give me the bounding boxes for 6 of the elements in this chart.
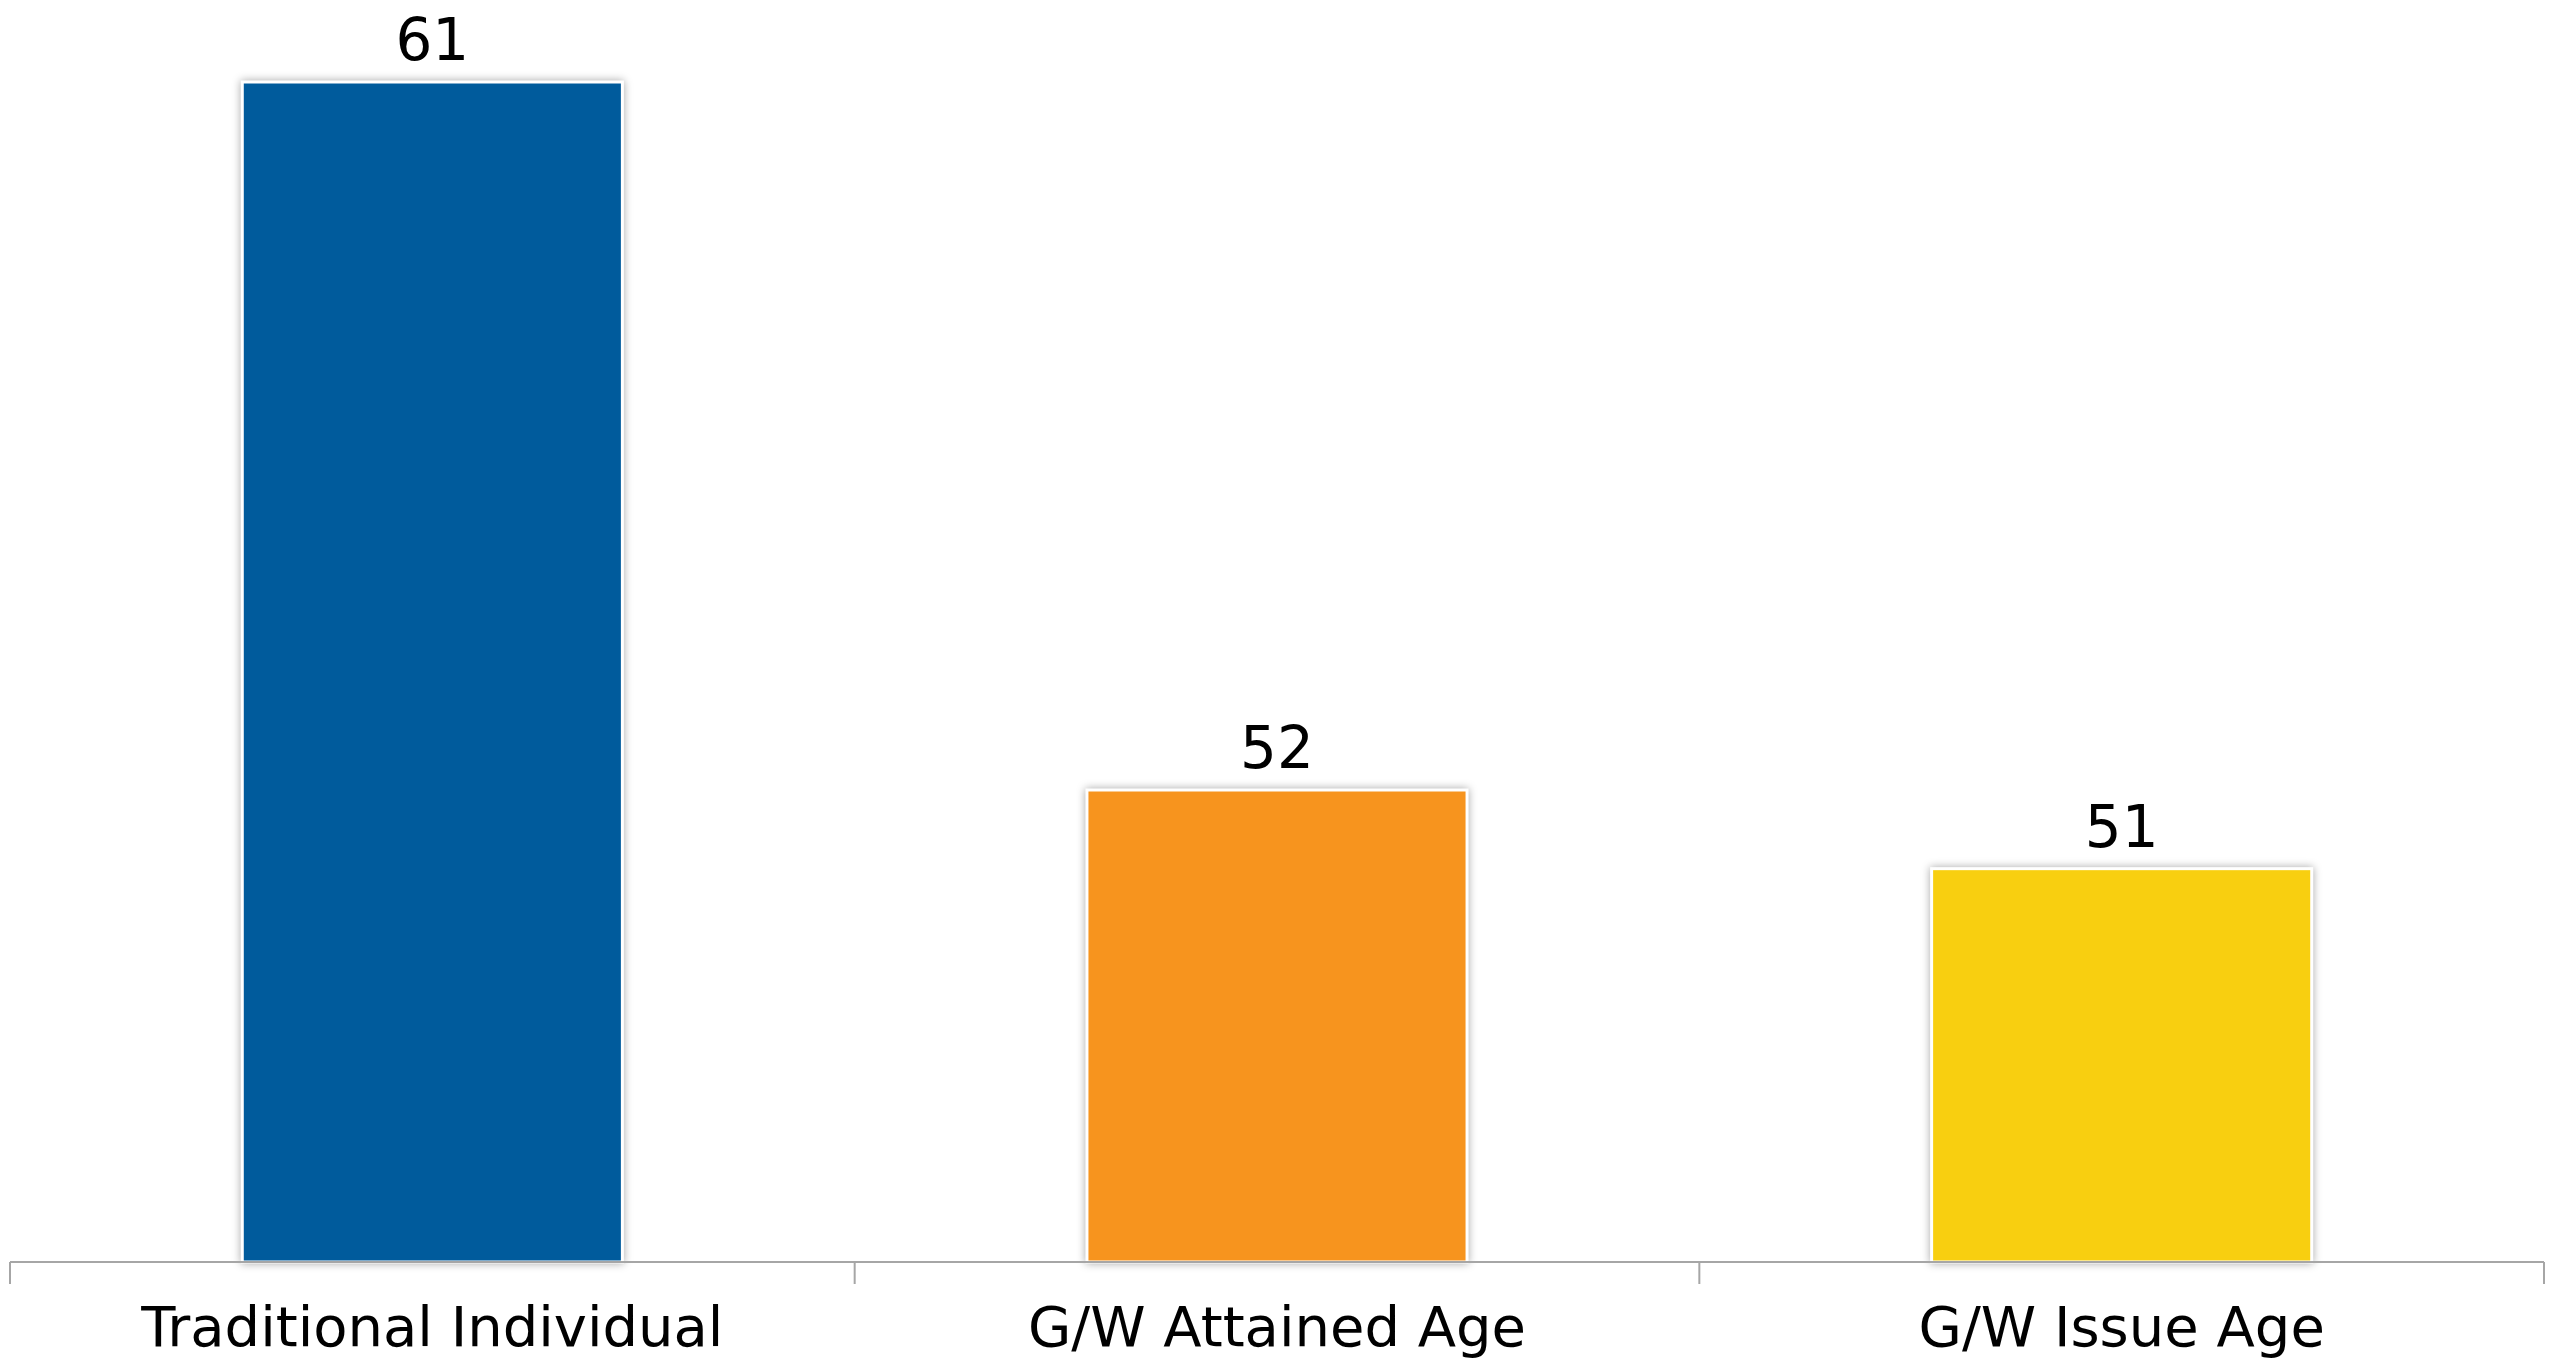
x-tick-label: Traditional Individual [140, 1294, 724, 1359]
data-label: 51 [2084, 792, 2159, 861]
data-label: 61 [395, 6, 470, 74]
x-tick-label: G/W Issue Age [1918, 1294, 2325, 1359]
data-label: 52 [1240, 714, 1314, 782]
x-tick-label: G/W Attained Age [1027, 1294, 1527, 1359]
